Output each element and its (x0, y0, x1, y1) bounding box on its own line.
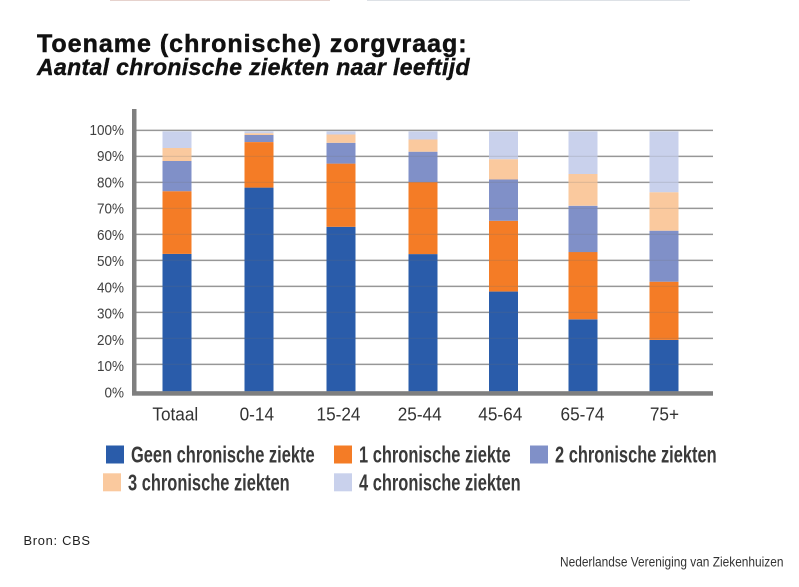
svg-text:90%: 90% (97, 148, 124, 165)
svg-text:25-44: 25-44 (398, 404, 442, 425)
svg-text:Toename (chronische) zorgvraag: Toename (chronische) zorgvraag: (37, 30, 468, 58)
svg-text:50%: 50% (97, 253, 124, 270)
svg-text:70%: 70% (97, 200, 124, 217)
svg-text:60%: 60% (97, 227, 124, 244)
svg-text:0-14: 0-14 (240, 404, 274, 425)
svg-text:100%: 100% (90, 122, 124, 139)
svg-text:Bron: CBS: Bron: CBS (24, 533, 91, 548)
svg-text:75+: 75+ (650, 404, 679, 425)
svg-text:80%: 80% (97, 174, 124, 191)
svg-text:0%: 0% (105, 384, 124, 401)
svg-text:10%: 10% (97, 358, 124, 375)
svg-text:1 chronische ziekte: 1 chronische ziekte (359, 443, 511, 468)
svg-text:20%: 20% (97, 331, 124, 348)
svg-text:Nederlandse Vereniging van Zie: Nederlandse Vereniging van Ziekenhuizen (560, 554, 783, 570)
svg-text:65-74: 65-74 (560, 404, 604, 425)
svg-text:15-24: 15-24 (316, 404, 360, 425)
svg-text:3 chronische ziekten: 3 chronische ziekten (128, 471, 290, 496)
svg-text:4 chronische ziekten: 4 chronische ziekten (359, 471, 521, 496)
svg-text:Geen chronische ziekte: Geen chronische ziekte (131, 443, 315, 468)
svg-text:Aantal chronische ziekten naar: Aantal chronische ziekten naar leeftijd (36, 54, 470, 80)
svg-text:40%: 40% (97, 279, 124, 296)
svg-text:30%: 30% (97, 305, 124, 322)
svg-text:2 chronische ziekten: 2 chronische ziekten (555, 443, 717, 468)
svg-text:45-64: 45-64 (478, 404, 522, 425)
svg-text:Totaal: Totaal (152, 404, 198, 425)
